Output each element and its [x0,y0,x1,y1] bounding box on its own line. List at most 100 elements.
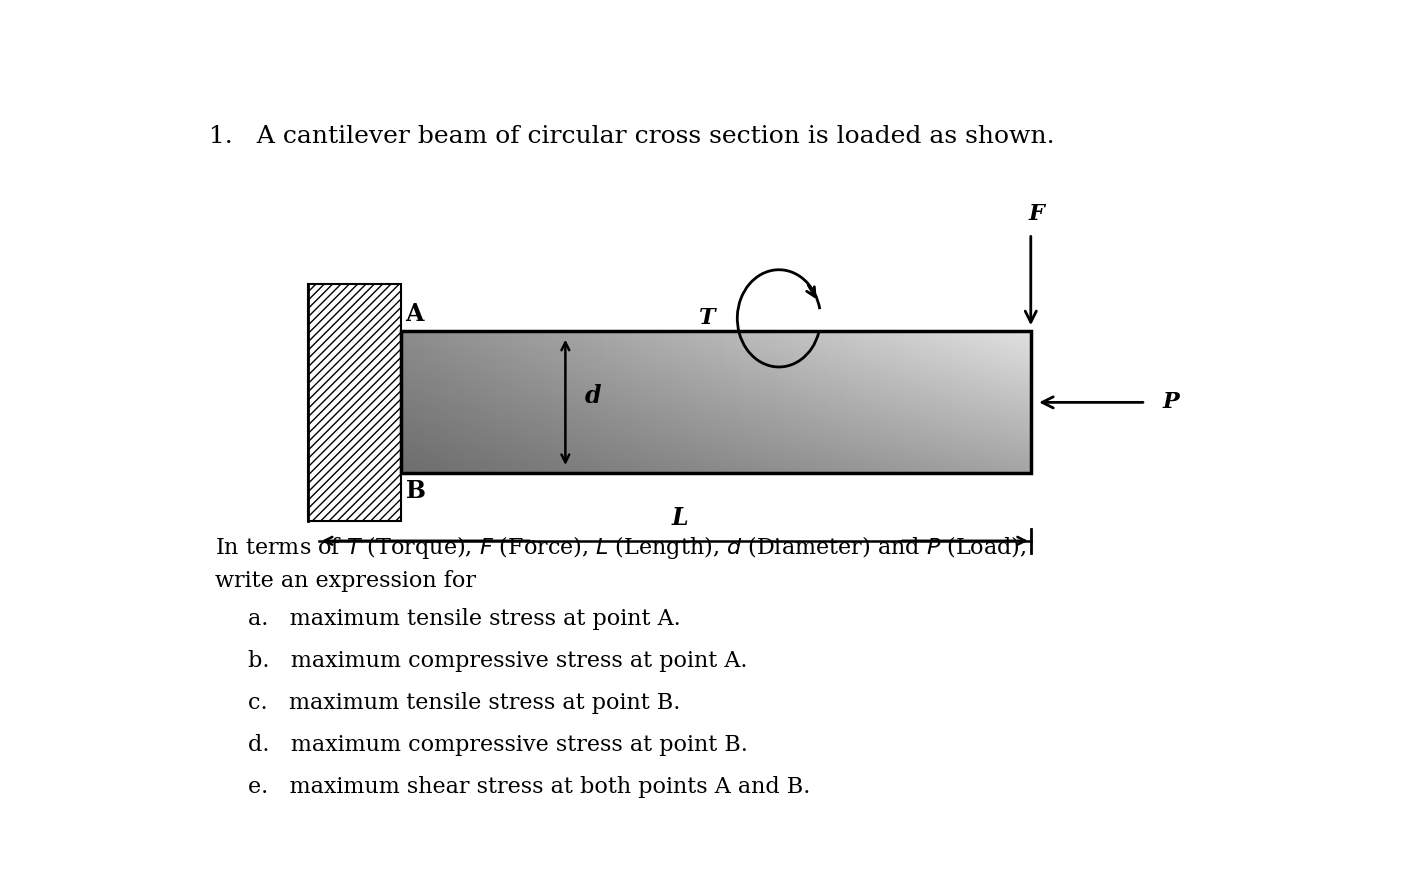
Bar [591,332,596,474]
Text: e.   maximum shear stress at both points A and B.: e. maximum shear stress at both points A… [247,776,810,798]
Bar [574,332,581,474]
Bar [537,332,544,474]
Text: B: B [406,479,425,503]
Bar [569,332,575,474]
Bar [894,332,900,474]
Bar [401,438,1031,440]
Bar [595,332,602,474]
Bar [784,332,790,474]
Bar [585,332,591,474]
Bar [674,332,680,474]
Bar [480,332,486,474]
Bar [726,332,733,474]
Bar [794,332,801,474]
Bar [548,332,554,474]
Bar [500,332,507,474]
Bar [469,332,476,474]
Bar [401,386,1031,389]
Bar [411,332,418,474]
Bar [958,332,964,474]
Bar [705,332,712,474]
Bar [757,332,764,474]
Bar [974,332,979,474]
Bar [401,471,1031,474]
Bar [821,332,827,474]
Bar [475,332,480,474]
Bar [941,332,948,474]
Bar [916,332,921,474]
Bar [627,332,633,474]
Bar [401,383,1031,386]
Bar [401,459,1031,461]
Text: T: T [699,307,715,330]
Bar [952,332,958,474]
Bar [401,396,1031,397]
Bar [454,332,459,474]
Bar [401,376,1031,379]
Text: d.   maximum compressive stress at point B.: d. maximum compressive stress at point B… [247,734,747,756]
Bar [401,334,1031,336]
Bar [848,332,853,474]
Bar [747,332,753,474]
Text: L: L [673,506,688,530]
Bar [632,332,639,474]
Bar [401,372,1031,374]
Bar [983,332,991,474]
Bar [858,332,863,474]
Bar [422,332,428,474]
Bar [910,332,917,474]
Bar [401,404,1031,407]
Bar [401,461,1031,464]
Text: P: P [1163,391,1178,413]
Bar [926,332,933,474]
Bar [401,421,1031,424]
Bar [401,381,1031,383]
Bar [721,332,728,474]
Bar [947,332,954,474]
Bar [401,450,1031,452]
Bar [900,332,906,474]
Bar [527,332,533,474]
Bar [774,332,780,474]
Bar [842,332,848,474]
Bar [827,332,832,474]
Bar [831,332,838,474]
Bar [506,332,513,474]
Bar [742,332,749,474]
Bar [815,332,822,474]
Bar [680,332,685,474]
Bar [836,332,844,474]
Bar [308,284,401,521]
Bar [999,332,1006,474]
Bar [873,332,880,474]
Bar [716,332,722,474]
Bar [889,332,896,474]
Bar [401,397,1031,400]
Bar [401,351,1031,353]
Bar [554,332,560,474]
Bar [401,400,1031,403]
Bar [606,332,612,474]
Text: 1.   A cantilever beam of circular cross section is loaded as shown.: 1. A cantilever beam of circular cross s… [209,125,1056,148]
Bar [401,355,1031,358]
Bar [407,332,413,474]
Bar [417,332,424,474]
Bar [668,332,675,474]
Bar [401,403,1031,404]
Bar [401,390,1031,393]
Bar [732,332,738,474]
Bar [401,412,1031,414]
Bar [401,353,1031,355]
Bar [401,339,1031,341]
Bar [401,468,1031,471]
Bar [962,332,969,474]
Bar [1020,332,1027,474]
Bar [711,332,716,474]
Bar [533,332,538,474]
Bar [490,332,496,474]
Bar [543,332,550,474]
Bar [1015,332,1022,474]
Bar [658,332,664,474]
Bar [1010,332,1016,474]
Bar [401,369,1031,372]
